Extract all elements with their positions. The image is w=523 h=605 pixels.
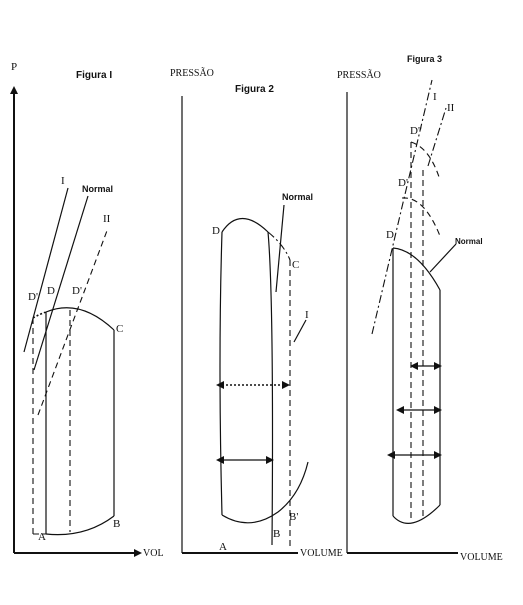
figure-3-title: Figura 3 bbox=[407, 54, 442, 64]
figure-2-loop-top bbox=[222, 219, 268, 233]
figure-3-x-axis-label: VOLUME bbox=[460, 552, 503, 563]
figure-1-title: Figura I bbox=[76, 70, 112, 81]
figure-1-label-C: C bbox=[116, 323, 123, 335]
figure-3-bottom-curve bbox=[393, 505, 440, 523]
figure-2-label-normal: Normal bbox=[282, 192, 313, 202]
figure-3: PRESSÃO Figura 3 VOLUME I II D'' D' D No… bbox=[337, 54, 503, 563]
figure-1-top-arc bbox=[46, 308, 114, 330]
figure-1-label-D-prime-right: D' bbox=[72, 285, 82, 297]
figure-1-label-A: A bbox=[38, 531, 46, 543]
figure-2-loop-left bbox=[220, 232, 222, 515]
figure-3-pointer-normal bbox=[430, 244, 456, 272]
figure-2-label-I: I bbox=[305, 309, 309, 321]
figure-3-curve-D-prime bbox=[402, 198, 440, 236]
figure-2-label-B: B bbox=[273, 528, 280, 540]
figure-3-label-D-prime: D' bbox=[398, 177, 408, 189]
figure-1-label-D: D bbox=[47, 285, 55, 297]
figure-2-label-B-prime: B' bbox=[289, 511, 298, 523]
figure-1-label-B: B bbox=[113, 518, 120, 530]
figure-3-label-normal: Normal bbox=[455, 237, 483, 246]
figure-1-x-axis-label: VOL bbox=[143, 548, 164, 559]
figure-2-y-axis-label: PRESSÃO bbox=[170, 67, 214, 79]
figure-3-label-II: II bbox=[447, 102, 455, 114]
figure-1-y-axis-label: P bbox=[11, 61, 17, 73]
figure-2-loop-right bbox=[268, 232, 273, 545]
figure-2: PRESSÃO Figura 2 VOLUME D Normal C I A B… bbox=[170, 67, 343, 559]
figure-1-label-D-prime-left: D' bbox=[28, 291, 38, 303]
figure-3-curve-D-double-prime bbox=[411, 142, 440, 180]
figure-3-label-D-double-prime: D'' bbox=[410, 125, 422, 137]
figure-2-pointer-normal bbox=[276, 205, 284, 292]
figure-1-bottom-arc bbox=[46, 516, 114, 535]
figure-3-line-II-dashdot bbox=[428, 108, 446, 166]
figure-2-label-D: D bbox=[212, 225, 220, 237]
figure-3-label-D: D bbox=[386, 229, 394, 241]
figure-2-pointer-I bbox=[294, 320, 306, 342]
figure-3-y-axis-label: PRESSÃO bbox=[337, 69, 381, 81]
figure-1-label-II: II bbox=[103, 213, 111, 225]
figure-2-x-axis-label: VOLUME bbox=[300, 548, 343, 559]
figure-2-label-A: A bbox=[219, 541, 227, 553]
figure-1-label-I: I bbox=[61, 175, 65, 187]
figure-2-title: Figura 2 bbox=[235, 84, 274, 95]
figure-3-label-I: I bbox=[433, 91, 437, 103]
figure-1-label-normal: Normal bbox=[82, 184, 113, 194]
figure-2-label-C: C bbox=[292, 259, 299, 271]
figure-1: Figura I P VOL I Normal II D' D D' C A B bbox=[11, 61, 164, 559]
